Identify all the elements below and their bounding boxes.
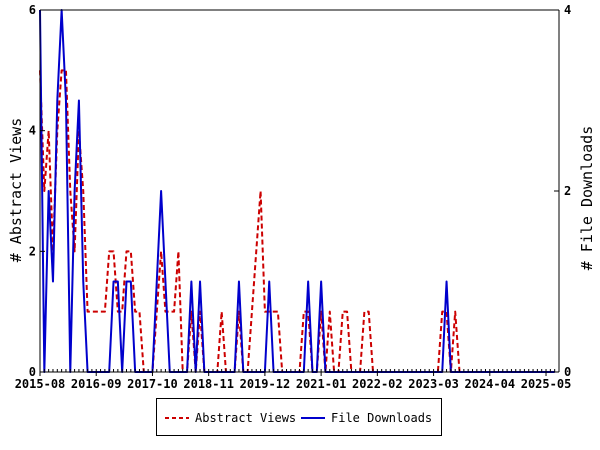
x-tick-label: 2022-02 xyxy=(352,377,403,391)
x-tick-label: 2018-11 xyxy=(183,377,234,391)
y-right-tick-label: 4 xyxy=(564,3,571,17)
y-axis-right-title: # File Downloads xyxy=(578,125,596,271)
y-right-tick-label: 0 xyxy=(564,365,571,379)
x-tick-label: 2017-10 xyxy=(127,377,178,391)
y-right-tick-label: 2 xyxy=(564,184,571,198)
legend-swatch-abstract-views xyxy=(165,417,189,419)
x-tick-label: 2019-12 xyxy=(240,377,291,391)
series-line-file-downloads xyxy=(39,9,555,373)
x-tick-label: 2024-04 xyxy=(465,377,516,391)
y-left-tick-label: 6 xyxy=(29,3,36,17)
legend-item-file-downloads: File Downloads xyxy=(301,411,432,425)
y-left-tick-label: 2 xyxy=(29,244,36,258)
x-tick-label: 2015-08 xyxy=(15,377,66,391)
x-tick-label: 2016-09 xyxy=(71,377,122,391)
legend-swatch-file-downloads xyxy=(301,417,325,419)
legend-label-abstract-views: Abstract Views xyxy=(195,411,297,425)
series-line-abstract-views xyxy=(39,69,555,373)
y-left-tick-label: 0 xyxy=(29,365,36,379)
y-left-tick-label: 4 xyxy=(29,124,36,138)
x-tick-label: 2021-01 xyxy=(296,377,347,391)
legend-item-abstract-views: Abstract Views xyxy=(165,411,296,425)
x-tick-label: 2025-05 xyxy=(521,377,572,391)
legend: Abstract Views File Downloads xyxy=(156,398,442,436)
y-axis-left-title: # Abstract Views xyxy=(7,117,25,263)
legend-label-file-downloads: File Downloads xyxy=(331,411,433,425)
x-tick-label: 2023-03 xyxy=(408,377,459,391)
